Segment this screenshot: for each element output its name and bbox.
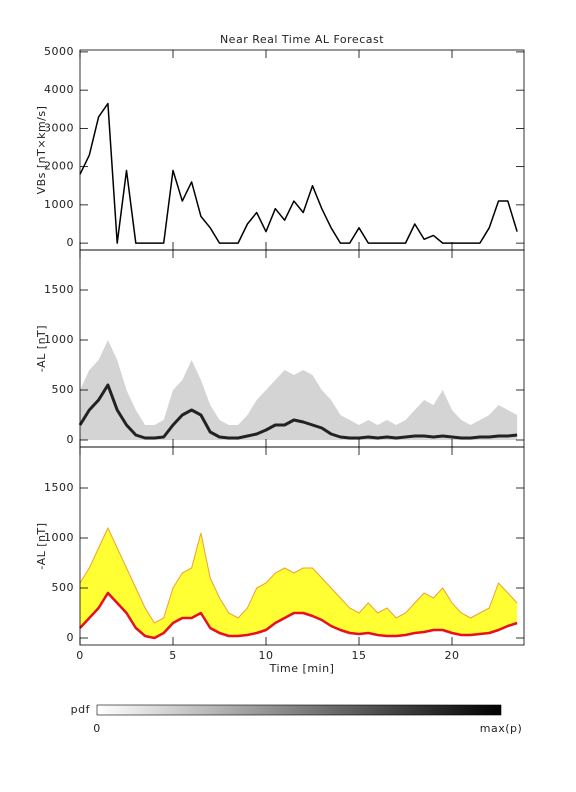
band: [80, 340, 518, 440]
colorbar-min: 0: [93, 722, 101, 735]
x-tick-label: 10: [259, 649, 274, 662]
x-tick-label: 0: [76, 649, 84, 662]
y-tick-label: 1000: [44, 333, 74, 346]
y-tick-label: 0: [67, 433, 75, 446]
y-tick-label: 3000: [44, 121, 74, 134]
y-tick-label: 2000: [44, 160, 74, 173]
series-line: [79, 591, 518, 640]
plot-frame: [79, 446, 525, 646]
plot-frame: [79, 49, 525, 251]
series-line: [78, 383, 518, 440]
y-tick-label: 1000: [44, 531, 74, 544]
y-tick-label: 1500: [44, 481, 74, 494]
x-tick-label: 5: [169, 649, 177, 662]
y-tick-label: 1500: [44, 283, 74, 296]
y-axis-label: -AL [nT]: [35, 325, 48, 372]
y-axis-label: VBs [nT×km/s]: [35, 106, 48, 195]
y-tick-label: 5000: [44, 45, 74, 58]
y-axis-label: -AL [nT]: [35, 522, 48, 569]
band-edge: [79, 526, 518, 624]
y-tick-label: 0: [67, 631, 75, 644]
series-line: [79, 102, 518, 244]
chart-title: Near Real Time AL Forecast: [220, 33, 384, 46]
band: [80, 528, 518, 638]
x-tick-label: 20: [445, 649, 460, 662]
y-tick-label: 4000: [44, 83, 74, 96]
colorbar: [96, 704, 502, 716]
y-tick-label: 500: [52, 581, 75, 594]
y-tick-label: 1000: [44, 198, 74, 211]
x-tick-label: 15: [352, 649, 367, 662]
colorbar-max: max(p): [480, 722, 523, 735]
y-tick-label: 500: [52, 383, 75, 396]
y-tick-label: 0: [67, 236, 75, 249]
x-axis-label: Time [min]: [269, 662, 335, 675]
colorbar-label: pdf: [71, 703, 91, 716]
